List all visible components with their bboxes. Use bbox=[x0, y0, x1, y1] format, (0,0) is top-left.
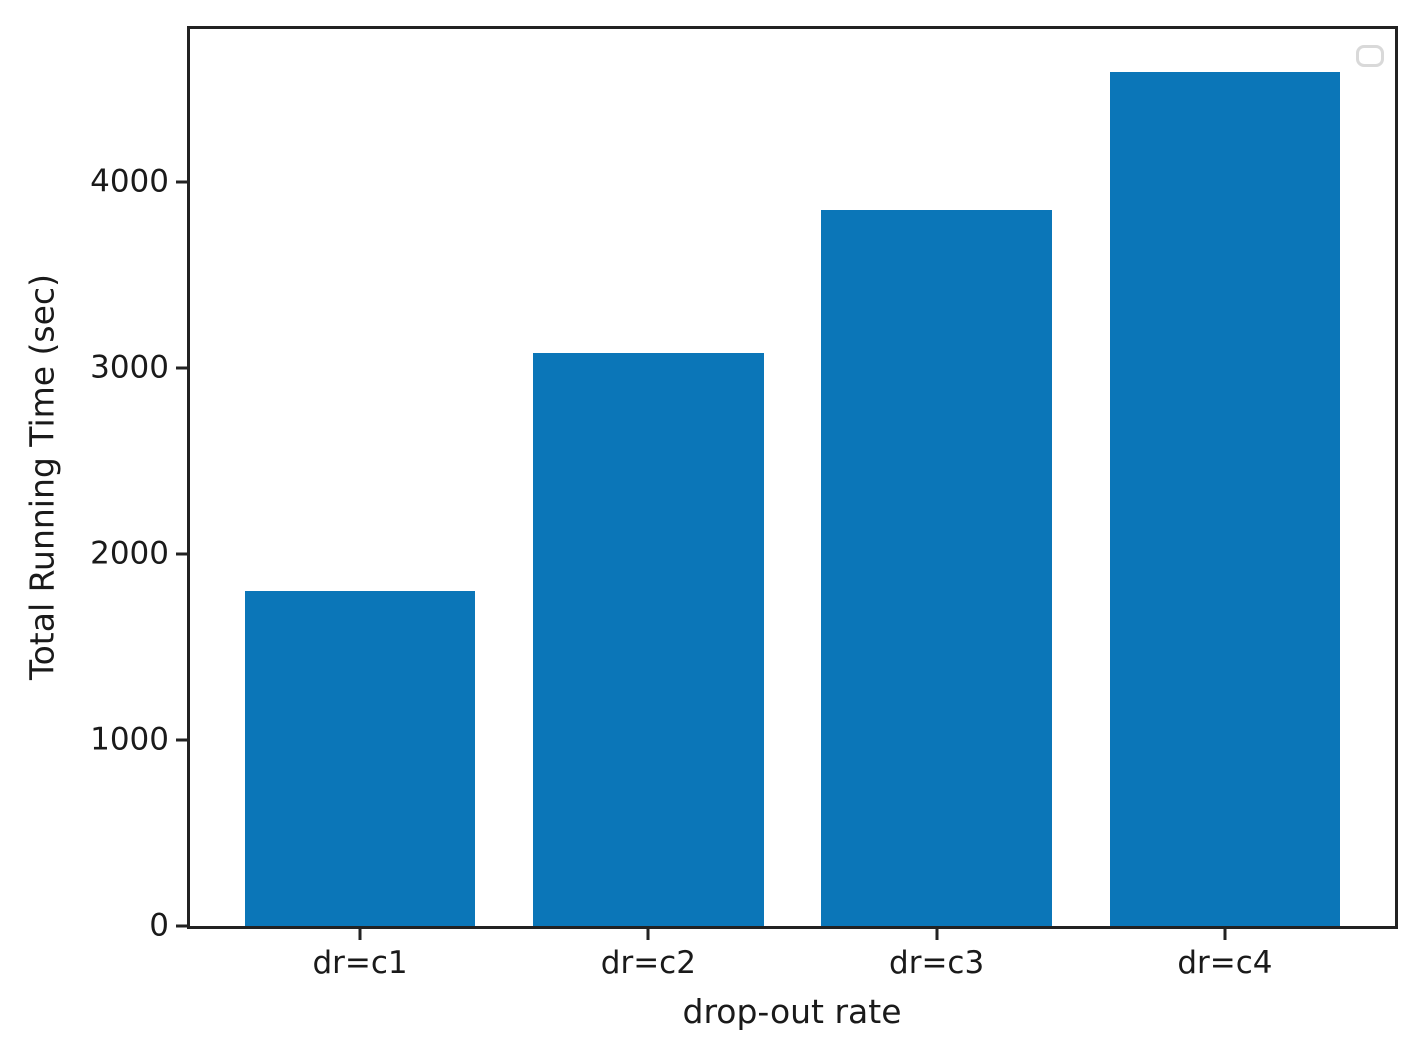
y-tick-mark bbox=[176, 738, 190, 742]
x-tick-mark bbox=[646, 926, 650, 940]
y-tick-mark bbox=[176, 924, 190, 928]
plot-area: dr=c1 dr=c2 dr=c3 dr=c4 0 1000 2000 3000 4000 bbox=[90, 26, 1398, 979]
x-tick-label: dr=c2 bbox=[600, 945, 696, 981]
x-tick-label: dr=c4 bbox=[1177, 945, 1273, 981]
x-tick-mark bbox=[935, 926, 939, 940]
x-tick-mark bbox=[1223, 926, 1227, 940]
x-tick-label: dr=c3 bbox=[889, 945, 985, 981]
y-tick-label: 2000 bbox=[90, 535, 169, 572]
bar-dr-c3 bbox=[821, 209, 1052, 926]
y-tick-label: 3000 bbox=[90, 349, 169, 386]
bar-dr-c1 bbox=[244, 591, 476, 926]
x-tick-mark bbox=[358, 926, 362, 940]
y-tick-label: 1000 bbox=[90, 721, 169, 758]
y-tick-mark bbox=[176, 552, 190, 556]
y-tick-label: 4000 bbox=[90, 163, 169, 200]
legend-box bbox=[1356, 45, 1384, 67]
bar-dr-c4 bbox=[1109, 71, 1341, 926]
x-axis-label: drop-out rate bbox=[682, 992, 902, 1031]
y-axis-label: Total Running Time (sec) bbox=[22, 274, 62, 680]
y-tick-mark bbox=[176, 180, 190, 184]
y-tick-mark bbox=[176, 366, 190, 370]
bar-dr-c2 bbox=[533, 352, 764, 926]
x-tick-label: dr=c1 bbox=[312, 945, 408, 981]
y-tick-label: 0 bbox=[149, 907, 169, 944]
